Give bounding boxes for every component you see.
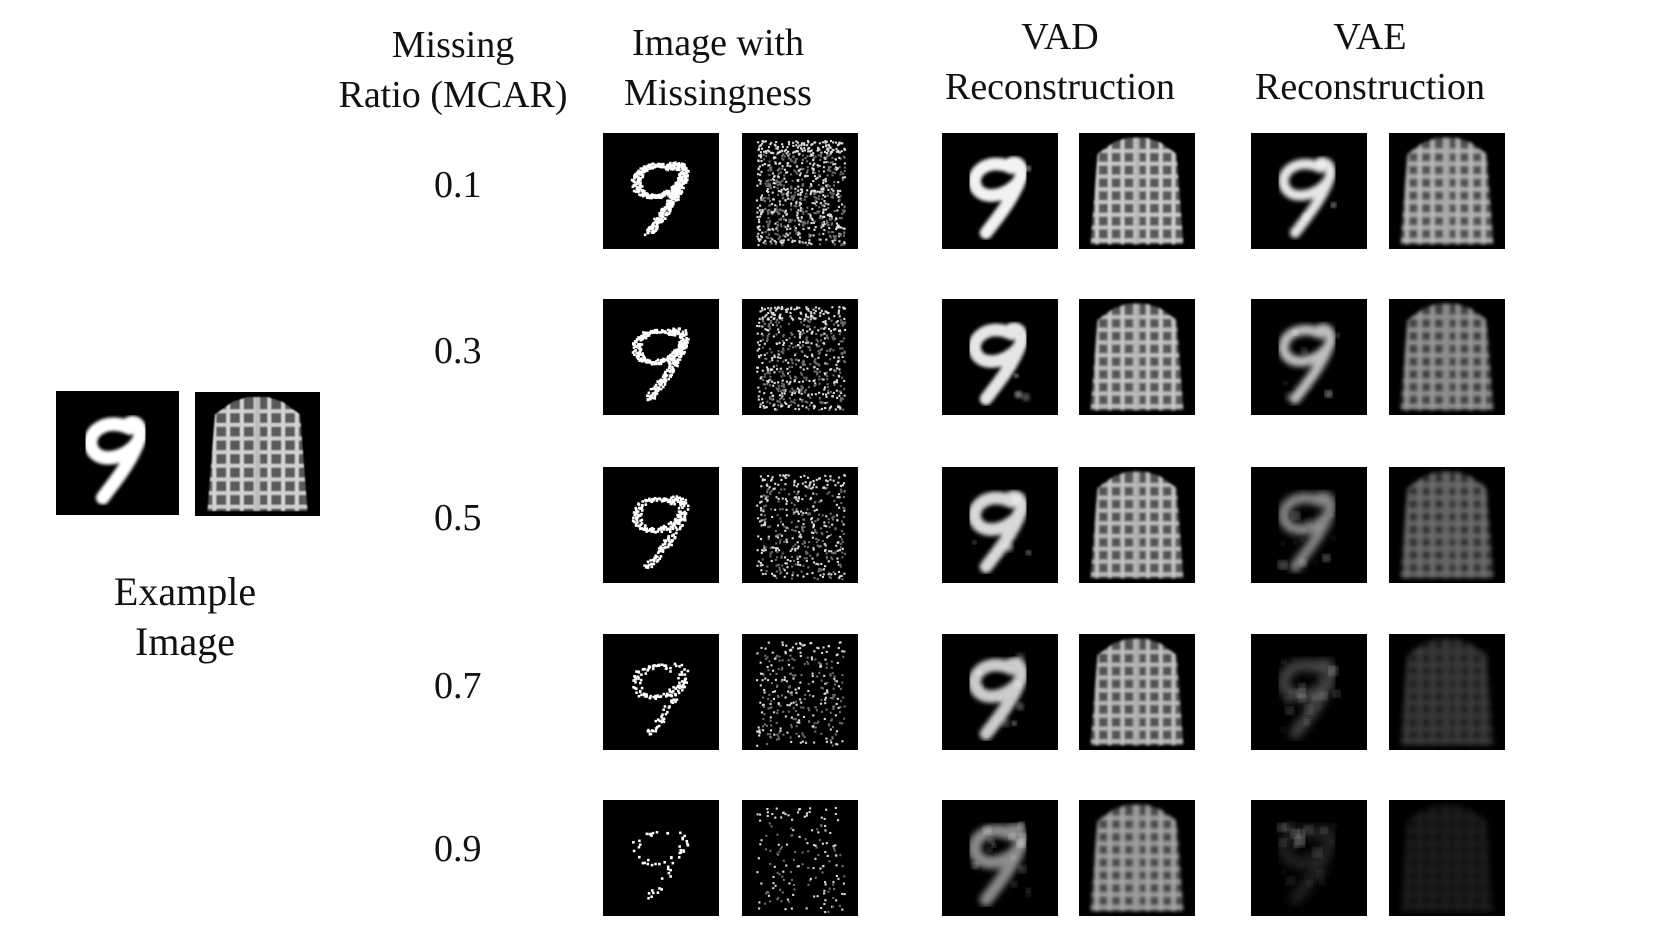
vad-shirt-image: [1079, 800, 1195, 916]
example-caption-line2: Image: [135, 619, 235, 664]
example-digit-image: [56, 391, 179, 515]
missing-digit-image: [603, 133, 719, 249]
missing-digit-image: [603, 634, 719, 750]
vad-digit-image: [942, 800, 1058, 916]
vad-shirt-image: [1079, 299, 1195, 415]
header-missingness-line2: Missingness: [624, 72, 812, 114]
header-vae-line1: VAE: [1333, 16, 1407, 58]
header-missing-ratio-line1: Missing: [391, 24, 515, 66]
missing-shirt-image: [742, 133, 858, 249]
missing-shirt-image: [742, 467, 858, 583]
vae-shirt-image: [1389, 299, 1505, 415]
header-missing-ratio: Missing Ratio (MCAR): [333, 20, 573, 120]
vad-digit-image: [942, 133, 1058, 249]
missing-ratio-label: 0.1: [434, 164, 482, 206]
header-vad: VAD Reconstruction: [935, 12, 1185, 112]
missing-shirt-image: [742, 634, 858, 750]
example-caption-line1: Example: [113, 569, 257, 614]
vad-shirt-image: [1079, 133, 1195, 249]
missing-digit-image: [603, 299, 719, 415]
missing-ratio-label: 0.3: [434, 330, 482, 372]
vae-digit-image: [1251, 467, 1367, 583]
example-caption: Example Image: [60, 567, 310, 667]
missing-shirt-image: [742, 299, 858, 415]
vad-shirt-image: [1079, 467, 1195, 583]
vad-digit-image: [942, 299, 1058, 415]
vae-shirt-image: [1389, 634, 1505, 750]
header-vae-line2: Reconstruction: [1254, 66, 1486, 108]
vad-shirt-image: [1079, 634, 1195, 750]
vae-digit-image: [1251, 800, 1367, 916]
vae-shirt-image: [1389, 133, 1505, 249]
missing-ratio-label: 0.7: [434, 665, 482, 707]
header-image-with-missingness: Image with Missingness: [598, 18, 838, 118]
header-vae: VAE Reconstruction: [1245, 12, 1495, 112]
vae-digit-image: [1251, 299, 1367, 415]
example-shirt-image: [195, 392, 320, 516]
header-vad-line2: Reconstruction: [944, 66, 1176, 108]
vae-digit-image: [1251, 634, 1367, 750]
header-missingness-line1: Image with: [631, 22, 804, 64]
header-vad-line1: VAD: [1021, 16, 1099, 58]
vad-digit-image: [942, 634, 1058, 750]
vae-shirt-image: [1389, 800, 1505, 916]
missing-ratio-label: 0.9: [434, 828, 482, 870]
missing-ratio-label: 0.5: [434, 497, 482, 539]
vae-shirt-image: [1389, 467, 1505, 583]
vad-digit-image: [942, 467, 1058, 583]
missing-digit-image: [603, 467, 719, 583]
missing-shirt-image: [742, 800, 858, 916]
vae-digit-image: [1251, 133, 1367, 249]
missing-digit-image: [603, 800, 719, 916]
header-missing-ratio-line2: Ratio (MCAR): [338, 74, 568, 116]
